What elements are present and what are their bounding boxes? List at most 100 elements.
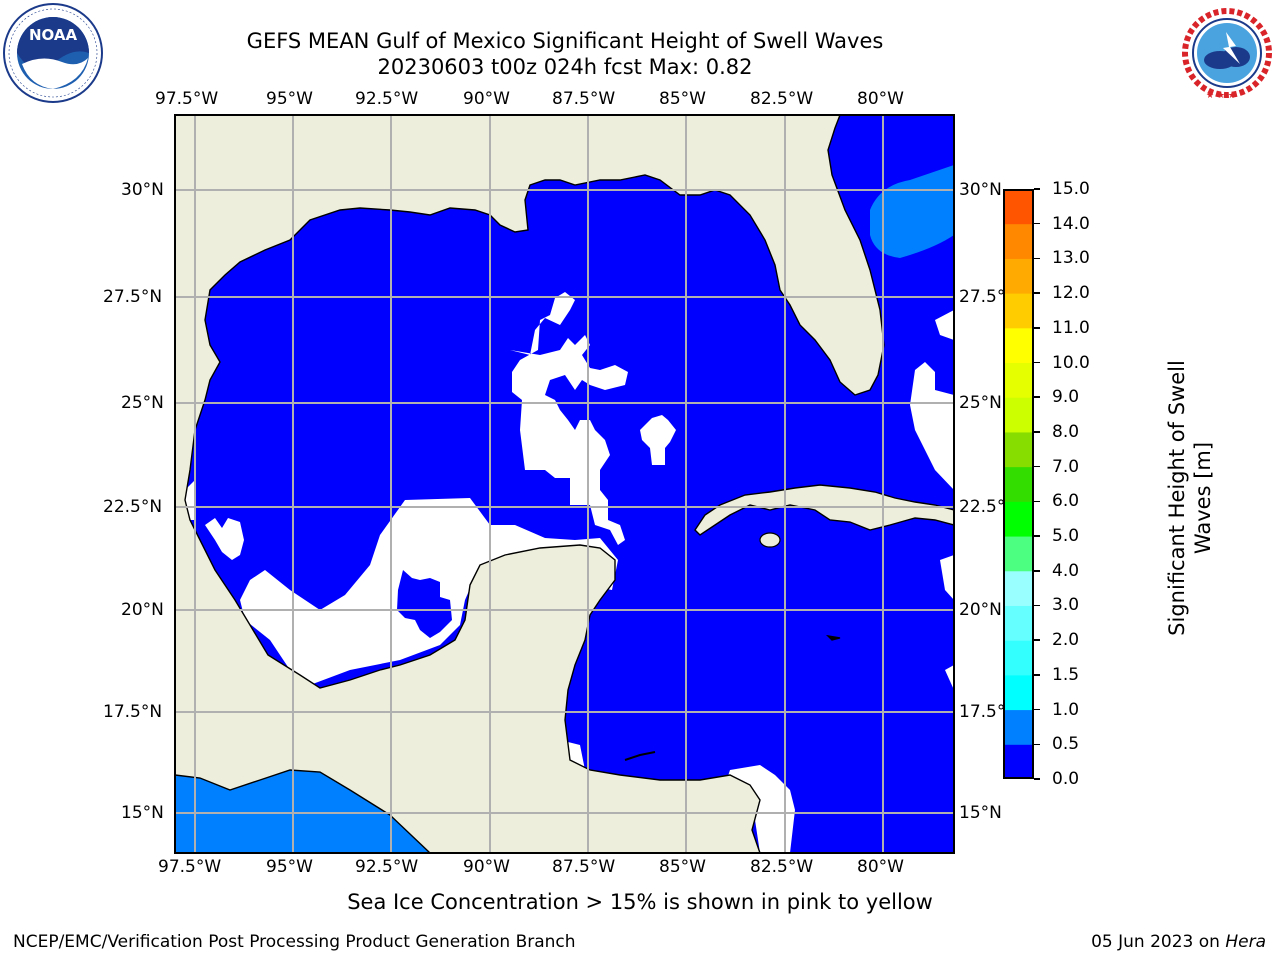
colorbar-band	[1003, 431, 1034, 468]
colorbar-title: Significant Height of Swell Waves [m]	[1164, 348, 1216, 648]
colorbar-band	[1003, 466, 1034, 502]
colorbar-tick-mark	[1034, 535, 1040, 537]
footer-credit: NCEP/EMC/Verification Post Processing Pr…	[13, 932, 576, 952]
lat-label-right: 30°N	[959, 180, 1002, 200]
colorbar-band	[1003, 674, 1034, 711]
colorbar-title-line1: Significant Height of Swell	[1165, 360, 1189, 636]
colorbar-band	[1003, 327, 1034, 364]
colorbar-tick-mark	[1034, 465, 1040, 468]
colorbar-tick-label: 9.0	[1052, 387, 1080, 408]
colorbar-band	[1003, 709, 1034, 745]
colorbar-tick-label: 13.0	[1052, 248, 1090, 269]
colorbar-band	[1003, 744, 1034, 779]
colorbar-tick-label: 15.0	[1052, 179, 1090, 199]
colorbar-tick-mark	[1034, 188, 1040, 190]
lon-label-bottom: 82.5°W	[750, 857, 814, 877]
map-gridlines	[175, 115, 954, 853]
noaa-logo-text: NOAA	[29, 26, 78, 44]
chart-title: GEFS MEAN Gulf of Mexico Significant Hei…	[246, 29, 884, 53]
colorbar-tick-label: 5.0	[1052, 526, 1080, 547]
no-data-patch-gulf	[510, 292, 628, 545]
colorbar-tick-label: 10.0	[1052, 352, 1090, 373]
colorbar	[1003, 189, 1034, 779]
colorbar-band	[1003, 605, 1034, 641]
lon-label-top: 85°W	[659, 89, 706, 109]
noaa-logo: NOAA	[2, 2, 104, 104]
colorbar-tick-label: 0.0	[1052, 769, 1080, 789]
footer-date-text: 05 Jun 2023 on	[1091, 932, 1220, 952]
colorbar-tick-mark	[1034, 500, 1040, 503]
chart-subtitle: 20230603 t00z 024h fcst Max: 0.82	[377, 55, 753, 79]
swell-patch-atlantic	[870, 165, 954, 258]
colorbar-tick-mark	[1034, 431, 1040, 433]
lat-label-right: 15°N	[959, 803, 1002, 823]
colorbar-band	[1003, 536, 1034, 572]
colorbar-tick-mark	[1034, 708, 1040, 711]
colorbar-band	[1003, 258, 1034, 294]
lon-label-bottom: 95°W	[266, 857, 313, 877]
colorbar-tick-mark	[1034, 327, 1040, 329]
colorbar-tick-label: 8.0	[1052, 421, 1080, 442]
colorbar-tick-mark	[1034, 396, 1040, 398]
colorbar-tick-label: 1.5	[1052, 664, 1080, 685]
lon-label-bottom: 92.5°W	[355, 857, 419, 877]
lon-label-top: 87.5°W	[552, 89, 616, 109]
lon-label-top: 97.5°W	[155, 89, 219, 109]
colorbar-tick-mark	[1034, 292, 1040, 294]
colorbar-tick-mark	[1034, 639, 1040, 641]
colorbar-band	[1003, 223, 1034, 259]
colorbar-band	[1003, 397, 1034, 433]
lat-label-left: 15°N	[121, 803, 164, 823]
colorbar-tick-mark	[1034, 570, 1040, 572]
colorbar-tick-mark	[1034, 674, 1040, 676]
colorbar-band	[1003, 293, 1034, 329]
footer-date: 05 Jun 2023 on Hera	[1091, 932, 1266, 952]
colorbar-tick-mark	[1034, 743, 1040, 746]
colorbar-tick-mark	[1034, 222, 1040, 225]
lon-label-bottom: 85°W	[659, 857, 706, 877]
colorbar-tick-label: 3.0	[1052, 595, 1080, 616]
colorbar-tick-label: 11.0	[1052, 317, 1090, 338]
lon-label-top: 82.5°W	[750, 89, 814, 109]
lon-label-bottom: 97.5°W	[158, 857, 222, 877]
colorbar-tick-label: 14.0	[1052, 213, 1090, 234]
colorbar-band	[1003, 189, 1034, 225]
lon-label-bottom: 90°W	[463, 857, 510, 877]
colorbar-tick-label: 6.0	[1052, 491, 1080, 512]
nws-logo: ★ ★ ★	[1176, 2, 1278, 104]
colorbar-tick-label: 4.0	[1052, 560, 1080, 581]
colorbar-tick-label: 0.5	[1052, 734, 1080, 755]
lat-label-left: 27.5°N	[103, 287, 163, 307]
colorbar-band	[1003, 640, 1034, 676]
footer-host: Hera	[1225, 932, 1266, 952]
lat-label-right: 20°N	[959, 600, 1002, 620]
colorbar-tick-mark	[1034, 361, 1040, 364]
colorbar-ticks: 15.0 14.0 13.0 12.0 11.0 10.0 9.0 8.0 7.0 6.0 5.0 4…	[1034, 179, 1094, 789]
lon-label-top: 90°W	[463, 89, 510, 109]
svg-text:★ ★ ★: ★ ★ ★	[1206, 91, 1236, 101]
colorbar-tick-label: 12.0	[1052, 283, 1090, 304]
colorbar-tick-mark	[1034, 604, 1040, 607]
colorbar-tick-mark	[1034, 778, 1040, 780]
sea-ice-note: Sea Ice Concentration > 15% is shown in …	[347, 890, 933, 914]
lat-label-left: 22.5°N	[103, 497, 163, 517]
lat-label-left: 25°N	[121, 393, 164, 413]
lon-label-top: 92.5°W	[355, 89, 419, 109]
colorbar-band	[1003, 570, 1034, 606]
lat-label-right: 25°N	[959, 393, 1002, 413]
lon-label-top: 80°W	[857, 89, 904, 109]
colorbar-title-line2: Waves [m]	[1191, 441, 1215, 555]
colorbar-tick-mark	[1034, 257, 1040, 260]
colorbar-band	[1003, 501, 1034, 537]
lat-label-left: 17.5°N	[103, 702, 163, 722]
colorbar-tick-label: 2.0	[1052, 630, 1080, 651]
map-frame	[174, 114, 955, 854]
colorbar-tick-label: 1.0	[1052, 699, 1080, 720]
lon-label-bottom: 80°W	[857, 857, 904, 877]
colorbar-tick-label: 7.0	[1052, 456, 1080, 477]
lon-label-bottom: 87.5°W	[552, 857, 616, 877]
lon-label-top: 95°W	[266, 89, 313, 109]
colorbar-band	[1003, 362, 1034, 398]
lat-label-left: 30°N	[121, 180, 164, 200]
